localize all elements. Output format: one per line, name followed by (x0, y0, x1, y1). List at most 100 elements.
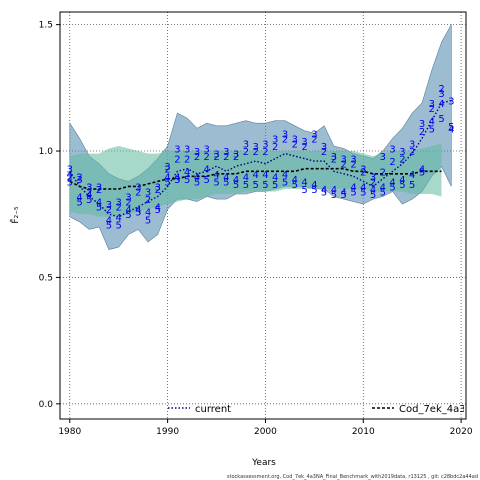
retro-label-3: 3 (86, 182, 92, 193)
retro-label-4: 4 (419, 165, 425, 176)
retro-label-5: 5 (194, 177, 200, 188)
y-tick-label: 1.0 (39, 147, 54, 157)
retro-label-2: 2 (350, 160, 356, 171)
retro-label-3: 3 (145, 188, 151, 199)
retro-label-3: 3 (174, 145, 180, 156)
retro-label-5: 5 (399, 180, 405, 191)
retro-label-2: 2 (311, 134, 317, 145)
retro-label-5: 5 (67, 177, 73, 188)
retro-label-4: 4 (253, 170, 259, 181)
retro-label-2: 2 (155, 185, 161, 196)
retro-label-2: 2 (145, 195, 151, 206)
retro-label-4: 4 (145, 208, 151, 219)
retro-label-4: 4 (262, 170, 268, 181)
retro-label-3: 3 (135, 182, 141, 193)
retro-label-2: 2 (164, 165, 170, 176)
retro-label-2: 2 (253, 147, 259, 158)
x-tick-label: 1980 (58, 427, 81, 437)
retro-label-4: 4 (409, 170, 415, 181)
retro-label-5: 5 (243, 180, 249, 191)
retro-label-2: 2 (174, 155, 180, 166)
retro-label-5: 5 (223, 177, 229, 188)
retro-label-2: 2 (233, 152, 239, 163)
retro-label-2: 2 (301, 142, 307, 153)
retro-label-5: 5 (125, 210, 131, 221)
retro-label-4: 4 (331, 185, 337, 196)
retro-label-4: 4 (223, 172, 229, 183)
retro-label-4: 4 (341, 188, 347, 199)
retro-label-3: 3 (116, 198, 122, 209)
retro-label-5: 5 (213, 177, 219, 188)
retro-label-4: 4 (96, 198, 102, 209)
retro-label-5: 5 (292, 180, 298, 191)
retro-label-5: 5 (106, 220, 112, 231)
retro-label-3: 3 (67, 165, 73, 176)
retro-label-3: 3 (164, 162, 170, 173)
retro-label-4: 4 (438, 99, 444, 110)
retro-label-4: 4 (213, 170, 219, 181)
retro-label-3: 3 (233, 150, 239, 161)
retro-label-5: 5 (76, 198, 82, 209)
y-tick-label: 1.5 (39, 21, 53, 31)
grid-lines (60, 12, 466, 419)
confidence-bands (69, 23, 452, 250)
retro-label-3: 3 (76, 175, 82, 186)
retro-label-5: 5 (272, 180, 278, 191)
retro-label-2: 2 (194, 152, 200, 163)
retro-label-5: 5 (204, 175, 210, 186)
retro-label-2: 2 (184, 155, 190, 166)
retro-label-4: 4 (282, 170, 288, 181)
retro-label-2: 2 (243, 147, 249, 158)
y-tick-label: 0.0 (39, 400, 54, 410)
retro-label-4: 4 (311, 180, 317, 191)
retro-label-5: 5 (96, 203, 102, 214)
retro-label-4: 4 (116, 213, 122, 224)
retro-label-2: 2 (96, 185, 102, 196)
legend: current Cod_7ek_4a3NA_Final_Benchmark_wit… (168, 404, 464, 415)
retro-label-5: 5 (164, 177, 170, 188)
retro-label-5: 5 (350, 188, 356, 199)
retro-label-2: 2 (360, 167, 366, 178)
retro-label-4: 4 (389, 177, 395, 188)
retro-label-2: 2 (262, 147, 268, 158)
retro-label-4: 4 (155, 203, 161, 214)
retro-label-2: 2 (106, 205, 112, 216)
retro-label-4: 4 (448, 124, 454, 135)
retro-label-3: 3 (419, 119, 425, 130)
retro-label-4: 4 (174, 172, 180, 183)
retro-label-5: 5 (233, 180, 239, 191)
retro-label-4: 4 (429, 117, 435, 128)
retro-label-3: 3 (301, 137, 307, 148)
retro-label-3: 3 (438, 89, 444, 100)
retro-label-2: 2 (438, 84, 444, 95)
retro-label-4: 4 (321, 185, 327, 196)
retro-label-5: 5 (409, 180, 415, 191)
retro-label-3: 3 (272, 134, 278, 145)
retro-label-2: 2 (135, 188, 141, 199)
retro-label-3: 3 (223, 147, 229, 158)
retro-label-3: 3 (399, 147, 405, 158)
retro-label-4: 4 (292, 175, 298, 186)
retro-label-2: 2 (204, 152, 210, 163)
x-tick-label: 2000 (254, 427, 277, 437)
retro-label-3: 3 (155, 182, 161, 193)
retro-label-5: 5 (155, 205, 161, 216)
retro-label-4: 4 (164, 172, 170, 183)
retro-label-3: 3 (370, 172, 376, 183)
retro-label-3: 3 (341, 155, 347, 166)
x-tick-label: 2010 (352, 427, 375, 437)
retro-label-2: 2 (223, 152, 229, 163)
retro-label-4: 4 (380, 182, 386, 193)
plot-frame (59, 11, 467, 420)
retro-label-2: 2 (331, 155, 337, 166)
retro-label-5: 5 (282, 177, 288, 188)
retro-label-2: 2 (86, 188, 92, 199)
retro-label-4: 4 (399, 175, 405, 186)
retro-label-3: 3 (106, 200, 112, 211)
retro-label-4: 4 (86, 190, 92, 201)
retro-label-4: 4 (233, 175, 239, 186)
retro-label-3: 3 (331, 152, 337, 163)
confidence-band-reference (69, 143, 442, 217)
retro-label-5: 5 (438, 114, 444, 125)
